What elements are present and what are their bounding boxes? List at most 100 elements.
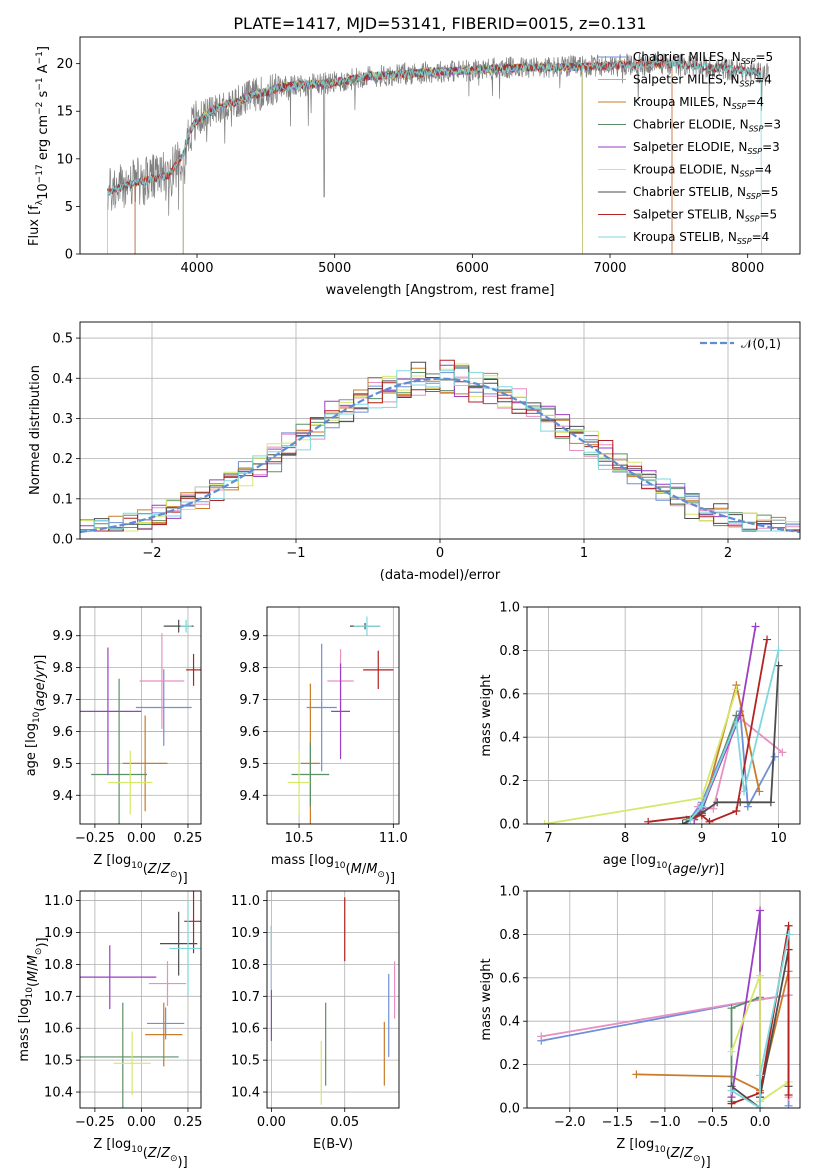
weight-marker-kroupa-stelib — [727, 1086, 736, 1095]
weight-marker-chabrier-stelib — [713, 798, 722, 807]
model-spectrum-salpeter-miles — [134, 58, 673, 254]
label-part: ( — [143, 1146, 148, 1161]
y-tick-label: 10.4 — [231, 1086, 260, 1101]
legend-subscript: SSP — [732, 102, 747, 111]
label-part: 10 — [334, 861, 346, 871]
y-tick-label: 10.8 — [44, 958, 73, 973]
weight-line-kroupa-stelib — [731, 934, 790, 1108]
label-part: Z [log — [93, 1137, 131, 1152]
x-tick-label: 4000 — [180, 261, 213, 276]
y-tick-label: 9.9 — [52, 629, 73, 644]
model-spectrum-chabrier-elodie — [182, 61, 583, 254]
model-spectrum-kroupa-miles — [134, 58, 673, 254]
label-part: 10 — [25, 987, 35, 999]
x-axis-label: age [log10(age/yr)] — [603, 853, 725, 877]
y-tick-label: 0.6 — [499, 971, 520, 986]
y-tick-label: 1.0 — [499, 601, 520, 616]
x-tick-label: 7000 — [593, 261, 626, 276]
label-part: −2 — [35, 102, 45, 115]
label-part: 10 — [131, 1145, 143, 1155]
weight-line-kroupa-elodie — [730, 975, 790, 1104]
axes-frame — [79, 890, 202, 1109]
x-tick-label: 0.0 — [750, 1115, 771, 1130]
y-tick-label: 0 — [65, 248, 73, 263]
ebv-vs-mass-panel: 0.00 0.05 10.4 10.5 10.6 10.7 10.8 10.9 11.0 E(B-… — [231, 890, 400, 1152]
x-tick-label: −0.25 — [75, 1115, 115, 1130]
y-tick-label: 10.7 — [231, 990, 260, 1005]
label-part: )] — [714, 862, 724, 877]
label-part: Z — [147, 1146, 158, 1161]
legend-label-kroupa-elodie: Kroupa ELODIE, NSSP=4 — [633, 163, 772, 179]
plot-area — [80, 891, 201, 1108]
weight-marker-salpeter-stelib — [727, 1099, 736, 1108]
weight-marker-chabrier-miles — [784, 1101, 793, 1108]
legend-text: Chabrier STELIB, N — [633, 185, 746, 199]
x-tick-label: 0.25 — [173, 831, 202, 846]
legend-subscript: SSP — [740, 170, 755, 179]
weight-marker-chabrier-miles — [770, 752, 779, 761]
weight-line-salpeter-miles — [697, 713, 783, 810]
label-part: / — [697, 862, 702, 877]
y-axis-label: age [log10(age/yr)] — [24, 655, 48, 777]
label-part: 10 — [36, 183, 51, 200]
label-part: Z — [147, 862, 158, 877]
label-part: Z — [160, 862, 171, 877]
legend-value: =3 — [762, 140, 780, 154]
y-tick-label: 9.4 — [52, 789, 73, 804]
x-tick-label: 10 — [770, 831, 787, 846]
x-tick-label: 11.0 — [379, 831, 408, 846]
label-part: ⊙ — [34, 948, 44, 956]
weight-marker-kroupa-elodie — [732, 685, 741, 694]
weight-marker-kroupa-stelib — [756, 1104, 765, 1108]
x-tick-label: 2 — [724, 546, 732, 561]
weight-marker-salpeter-stelib — [732, 806, 741, 815]
plot-area — [107, 53, 769, 254]
x-tick-label: 0.00 — [257, 1115, 286, 1130]
label-part: ( — [143, 862, 148, 877]
label-part: age [log — [603, 853, 656, 868]
weight-marker-kroupa-elodie — [756, 971, 765, 980]
label-part: 10 — [32, 711, 42, 723]
y-tick-label: 0.2 — [499, 1058, 520, 1073]
label-part: M — [366, 862, 377, 877]
label-part: Z — [683, 1146, 694, 1161]
y-tick-label: 0.3 — [52, 412, 73, 427]
y-tick-label: 0.2 — [499, 774, 520, 789]
weight-marker-chabrier-elodie — [727, 1004, 736, 1013]
label-part: M — [351, 862, 362, 877]
label-part: / — [362, 862, 367, 877]
label-part: age — [33, 682, 48, 706]
plot-area — [540, 622, 787, 824]
y-tick-label: 1.0 — [499, 885, 520, 900]
y-tick-label: 0.8 — [499, 928, 520, 943]
weight-marker-kroupa-miles — [632, 1070, 641, 1079]
weight-line-kroupa-elodie — [544, 689, 738, 824]
gaussian-reference-curve — [80, 377, 800, 534]
x-axis-label: wavelength [Angstrom, rest frame] — [326, 283, 555, 298]
weight-line-kroupa-miles — [636, 971, 790, 1092]
y-tick-label: 9.5 — [239, 757, 260, 772]
x-tick-label: −2 — [142, 546, 161, 561]
x-tick-label: 0 — [436, 546, 444, 561]
x-axis-label: Z [log10(Z/Z⊙)] — [93, 1137, 187, 1170]
y-tick-label: 0.5 — [52, 332, 73, 347]
label-part: ⊙ — [693, 1154, 701, 1164]
weight-marker-kroupa-stelib — [732, 718, 741, 727]
model-spectrum-kroupa-stelib — [107, 59, 762, 254]
label-part: )] — [385, 871, 395, 886]
y-axis-label: mass weight — [479, 674, 494, 756]
y-tick-label: 10.9 — [44, 926, 73, 941]
weight-marker-salpeter-elodie — [756, 906, 765, 915]
weight-marker-kroupa-miles — [755, 787, 764, 796]
y-tick-label: 0.6 — [499, 687, 520, 702]
label-part: s — [36, 90, 51, 101]
label-part: erg cm — [36, 115, 51, 164]
x-tick-label: −1.5 — [602, 1115, 634, 1130]
legend-text: Kroupa MILES, N — [633, 95, 732, 109]
label-part: ⊙ — [170, 1154, 178, 1164]
x-tick-label: −0.5 — [697, 1115, 729, 1130]
label-part: Z [log — [93, 853, 131, 868]
y-axis-label: mass [log10(M/M⊙)] — [17, 937, 50, 1061]
label-part: 10 — [654, 1145, 666, 1155]
